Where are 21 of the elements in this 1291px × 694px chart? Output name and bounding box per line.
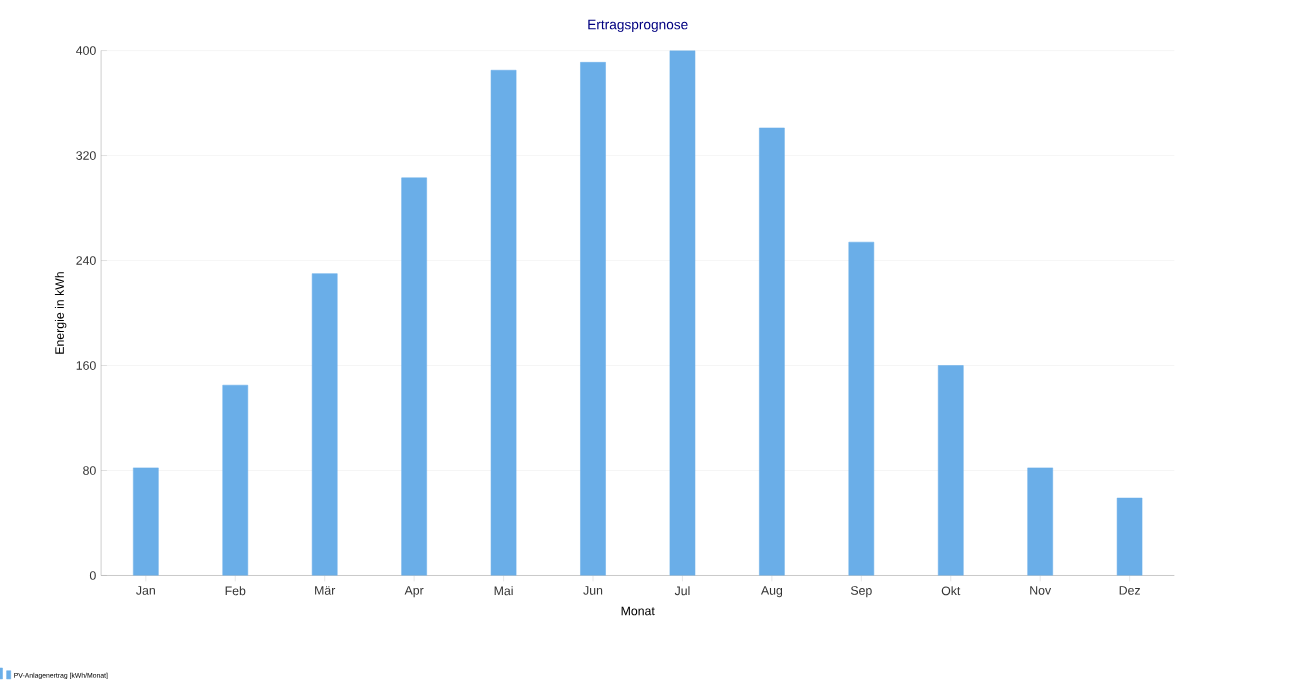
x-axis-title: Monat	[621, 606, 655, 616]
y-axis-title: Energie in kWh	[54, 272, 67, 354]
x-tick-label: Mär	[315, 586, 336, 595]
y-tick-label: 80	[83, 466, 96, 475]
x-tick-label: Sep	[850, 586, 872, 598]
x-tick-label: Aug	[760, 586, 783, 598]
x-tick-label: Nov	[1030, 586, 1052, 595]
y-tick-label: 0	[89, 571, 96, 580]
x-tick-label: Jan	[136, 586, 155, 595]
chart-title: Ertragsprognose	[588, 19, 688, 32]
x-tick-label: Okt	[941, 586, 961, 596]
y-tick-label: 160	[76, 361, 96, 370]
y-tick-label: 400	[76, 46, 96, 55]
y-tick-label: 320	[76, 151, 96, 160]
y-tick-label: 240	[76, 256, 96, 265]
x-tick-label: Mai	[494, 586, 513, 596]
x-tick-label: Jun	[583, 586, 603, 595]
x-tick-label: Jul	[674, 586, 690, 596]
x-tick-label: Feb	[225, 586, 246, 596]
x-tick-label: Dez	[1119, 586, 1140, 595]
x-tick-label: Apr	[404, 586, 424, 598]
